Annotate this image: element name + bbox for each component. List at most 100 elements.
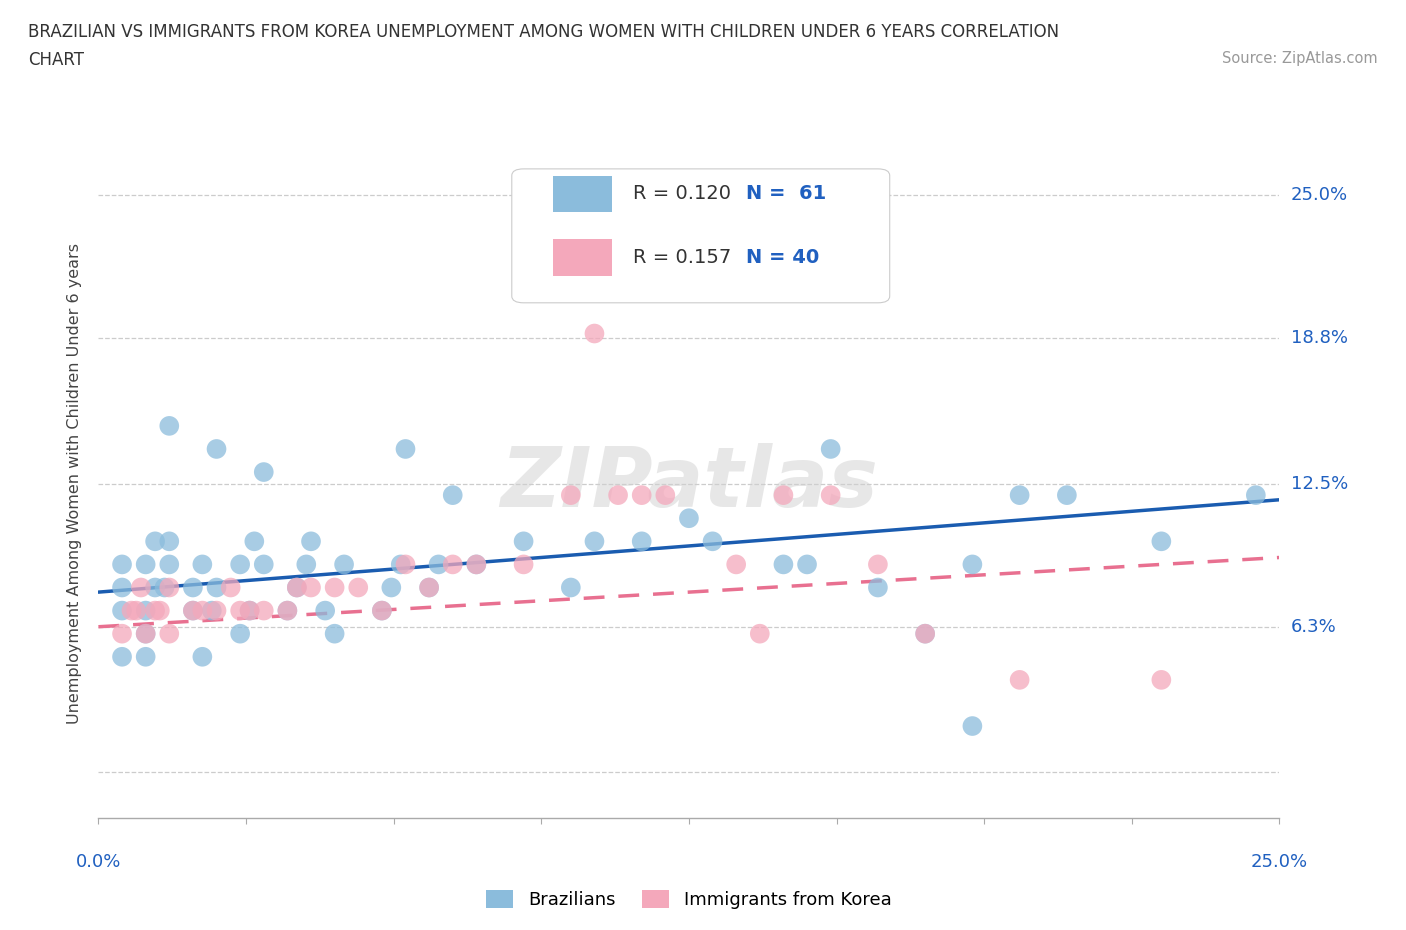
Point (678, 511, 700, 525)
Text: 0.0%: 0.0% (76, 853, 121, 871)
Point (441, 487, 464, 502)
Point (630, 534, 652, 549)
Point (149, 604, 172, 618)
Point (371, 604, 394, 618)
Point (191, 649, 214, 664)
Point (229, 557, 252, 572)
Point (1150, 534, 1173, 549)
Point (772, 487, 794, 502)
Point (583, 534, 606, 549)
Bar (553, 176, 612, 212)
Point (181, 604, 204, 618)
Point (125, 604, 148, 618)
Y-axis label: Unemployment Among Women with Children Under 6 years: Unemployment Among Women with Children U… (67, 243, 83, 724)
Point (702, 534, 724, 549)
Point (135, 626, 157, 641)
Point (914, 626, 936, 641)
Point (111, 626, 134, 641)
Text: 12.5%: 12.5% (1291, 474, 1348, 493)
Point (725, 257, 748, 272)
Point (465, 557, 488, 572)
Point (253, 604, 276, 618)
Point (143, 604, 166, 618)
Point (866, 557, 889, 572)
Point (607, 487, 630, 502)
Point (111, 557, 134, 572)
Point (598, 257, 620, 272)
Point (962, 719, 984, 734)
Point (512, 534, 534, 549)
Text: 25.0%: 25.0% (1291, 186, 1348, 204)
Point (143, 534, 166, 549)
Point (205, 580, 228, 595)
Point (772, 557, 794, 572)
Point (111, 580, 134, 595)
Point (748, 626, 770, 641)
Point (962, 557, 984, 572)
Point (299, 534, 322, 549)
Point (1244, 487, 1267, 502)
Text: R = 0.157: R = 0.157 (634, 247, 731, 267)
Text: ZIPatlas: ZIPatlas (501, 443, 877, 525)
Point (157, 580, 180, 595)
Point (143, 580, 166, 595)
Point (121, 604, 143, 618)
Point (512, 557, 534, 572)
Point (796, 557, 818, 572)
Point (725, 557, 748, 572)
Point (394, 557, 416, 572)
Point (380, 580, 402, 595)
Point (219, 580, 242, 595)
Point (157, 534, 180, 549)
Point (630, 487, 652, 502)
Legend: Brazilians, Immigrants from Korea: Brazilians, Immigrants from Korea (479, 883, 898, 916)
Point (820, 442, 842, 457)
Point (1056, 487, 1078, 502)
Point (229, 604, 252, 618)
Point (111, 649, 134, 664)
Text: N = 40: N = 40 (745, 247, 818, 267)
Text: 18.8%: 18.8% (1291, 329, 1347, 347)
Point (181, 604, 204, 618)
Point (239, 604, 262, 618)
Point (418, 580, 440, 595)
Text: 6.3%: 6.3% (1291, 618, 1336, 636)
Point (157, 418, 180, 433)
Text: R = 0.120: R = 0.120 (634, 184, 731, 203)
Point (276, 604, 298, 618)
Point (820, 487, 842, 502)
Point (394, 442, 416, 457)
Point (205, 442, 228, 457)
Text: BRAZILIAN VS IMMIGRANTS FROM KOREA UNEMPLOYMENT AMONG WOMEN WITH CHILDREN UNDER : BRAZILIAN VS IMMIGRANTS FROM KOREA UNEMP… (28, 23, 1059, 41)
Point (229, 626, 252, 641)
Point (418, 580, 440, 595)
Point (560, 487, 582, 502)
Point (295, 557, 318, 572)
Point (276, 604, 298, 618)
Point (201, 604, 224, 618)
Point (111, 604, 134, 618)
Point (135, 649, 157, 664)
Point (191, 604, 214, 618)
Point (1150, 672, 1173, 687)
Point (314, 604, 336, 618)
Point (333, 557, 356, 572)
Point (253, 465, 276, 480)
Text: CHART: CHART (28, 51, 84, 69)
Point (323, 626, 346, 641)
Point (1008, 487, 1031, 502)
Point (441, 557, 464, 572)
Point (465, 557, 488, 572)
Point (157, 626, 180, 641)
Point (153, 580, 176, 595)
Text: Source: ZipAtlas.com: Source: ZipAtlas.com (1222, 51, 1378, 66)
Point (205, 604, 228, 618)
Point (243, 534, 266, 549)
Point (285, 580, 308, 595)
Point (181, 580, 204, 595)
Point (371, 604, 394, 618)
Point (129, 580, 152, 595)
Point (866, 580, 889, 595)
Point (560, 580, 582, 595)
Bar (553, 239, 612, 276)
